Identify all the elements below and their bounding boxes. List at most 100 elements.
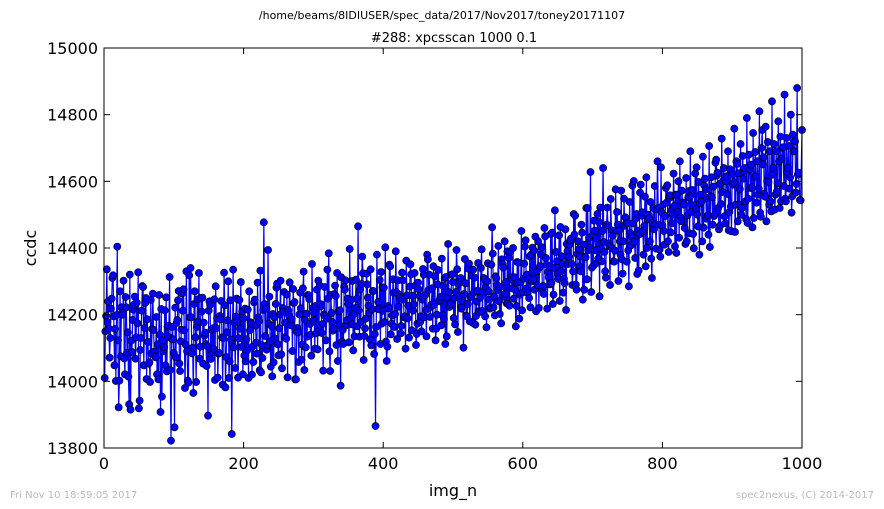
data-point <box>641 192 649 201</box>
data-point <box>537 243 546 252</box>
data-point <box>245 287 254 296</box>
data-point <box>359 356 368 364</box>
data-point <box>699 223 708 232</box>
data-point <box>354 306 363 315</box>
data-point <box>465 259 473 268</box>
data-point <box>382 357 391 365</box>
data-point <box>578 228 587 237</box>
data-point <box>557 252 566 261</box>
data-point <box>559 288 568 297</box>
data-point <box>764 178 773 186</box>
data-point <box>552 248 561 256</box>
data-point <box>761 122 770 131</box>
data-point <box>441 340 450 348</box>
data-point <box>619 237 628 246</box>
data-point <box>118 310 127 319</box>
data-point <box>352 295 361 303</box>
data-point <box>768 97 776 106</box>
data-point <box>629 177 638 185</box>
data-point <box>488 249 497 258</box>
data-point <box>103 318 112 326</box>
data-point <box>134 404 143 413</box>
data-point <box>410 269 419 277</box>
data-point <box>158 392 166 401</box>
data-point <box>391 310 399 318</box>
data-point <box>495 310 504 318</box>
data-point <box>791 137 799 146</box>
data-point <box>494 242 503 250</box>
data-point <box>341 276 350 285</box>
data-point <box>511 285 520 294</box>
data-point <box>471 320 480 329</box>
data-point <box>517 227 526 235</box>
data-point <box>543 304 552 313</box>
data-point <box>253 278 262 287</box>
data-point <box>529 275 538 284</box>
data-point <box>643 244 651 252</box>
data-point <box>239 314 248 323</box>
data-point <box>426 313 434 321</box>
data-point <box>234 334 243 343</box>
data-point <box>689 244 698 253</box>
data-point <box>482 323 491 332</box>
data-point <box>509 244 517 252</box>
data-point <box>512 302 521 310</box>
data-point <box>518 306 526 315</box>
data-point <box>197 307 206 316</box>
data-point <box>396 329 405 338</box>
data-point <box>782 197 790 206</box>
data-point <box>551 206 559 215</box>
y-tick-label: 14000 <box>47 372 98 391</box>
data-point <box>391 247 400 256</box>
data-point <box>440 315 448 323</box>
data-point <box>710 210 719 219</box>
data-point <box>326 367 335 375</box>
data-point <box>106 334 115 342</box>
data-point <box>600 248 609 256</box>
data-point <box>166 366 175 374</box>
data-point <box>770 140 778 148</box>
data-point <box>269 358 278 367</box>
data-point <box>288 347 297 355</box>
data-point <box>705 243 714 251</box>
data-point <box>299 267 308 276</box>
data-point <box>599 164 607 172</box>
data-point <box>301 343 310 352</box>
data-point <box>593 210 602 218</box>
y-tick-label: 14400 <box>47 239 98 258</box>
data-point <box>398 276 407 285</box>
data-point <box>231 364 240 372</box>
data-point <box>294 328 302 337</box>
data-point <box>708 193 716 202</box>
data-point <box>349 346 358 355</box>
data-point <box>625 282 633 291</box>
data-point <box>123 328 132 337</box>
data-point <box>363 293 372 302</box>
data-point <box>275 324 284 333</box>
data-point <box>222 328 231 337</box>
data-point <box>209 345 218 353</box>
data-point <box>139 283 147 291</box>
data-point <box>417 327 426 336</box>
data-point <box>109 271 117 280</box>
data-point <box>225 374 233 382</box>
data-point <box>135 396 144 405</box>
data-point <box>282 290 291 299</box>
data-point <box>329 324 338 333</box>
data-point <box>265 292 274 301</box>
data-point <box>405 333 413 342</box>
data-point <box>749 214 758 222</box>
data-point <box>369 287 378 295</box>
data-point <box>784 164 792 172</box>
data-point <box>331 281 339 290</box>
data-point <box>594 218 603 226</box>
data-point <box>483 277 492 286</box>
data-point <box>264 246 272 254</box>
data-point <box>310 309 318 317</box>
data-point <box>640 222 649 230</box>
data-point <box>674 177 683 186</box>
data-point <box>225 357 234 366</box>
data-point <box>747 183 756 192</box>
data-point <box>107 304 115 313</box>
